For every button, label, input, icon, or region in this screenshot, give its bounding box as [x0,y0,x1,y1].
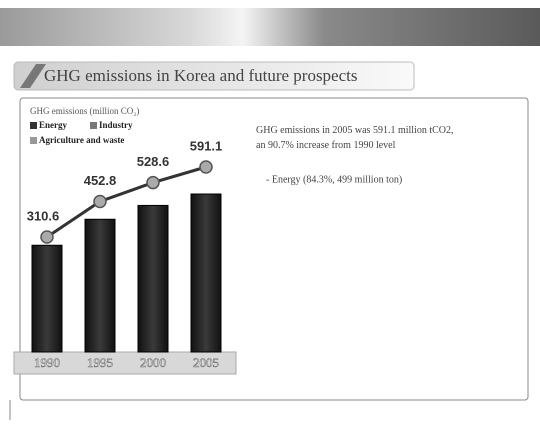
legend-label: Agriculture and waste [39,135,124,145]
title-bar [13,61,415,91]
value-label: 452.8 [84,173,117,188]
trend-dot [40,230,54,244]
legend-swatch [90,122,97,129]
chart-title: GHG emissions (million CO₂) [30,106,139,116]
x-tick-label: 1995 [87,355,113,370]
chart-platform [13,351,237,375]
title-icon [20,64,46,88]
bar [190,193,222,353]
value-label: 310.6 [27,208,60,223]
trend-dot [146,175,160,190]
header-band [0,8,540,46]
body-text: - Energy (84.3%, 499 million ton) [266,174,402,185]
x-tick-label: 2000 [140,355,166,370]
trend-dot [93,194,107,209]
value-label: 591.1 [190,138,223,153]
trend-line [46,165,207,239]
legend-label: Industry [99,120,133,130]
legend-swatch [30,122,37,129]
bar [137,204,169,353]
value-label: 528.6 [137,154,170,169]
trend-dot [199,160,213,174]
x-tick-label: 1990 [34,355,60,370]
slide-title: GHG emissions in Korea and future prospe… [44,66,358,85]
legend-label: Energy [39,120,67,130]
body-text: GHG emissions in 2005 was 591.1 million … [256,125,454,151]
legend-swatch [30,137,37,144]
x-tick-label: 2005 [193,355,219,370]
bar [84,218,116,353]
bar [31,244,63,353]
